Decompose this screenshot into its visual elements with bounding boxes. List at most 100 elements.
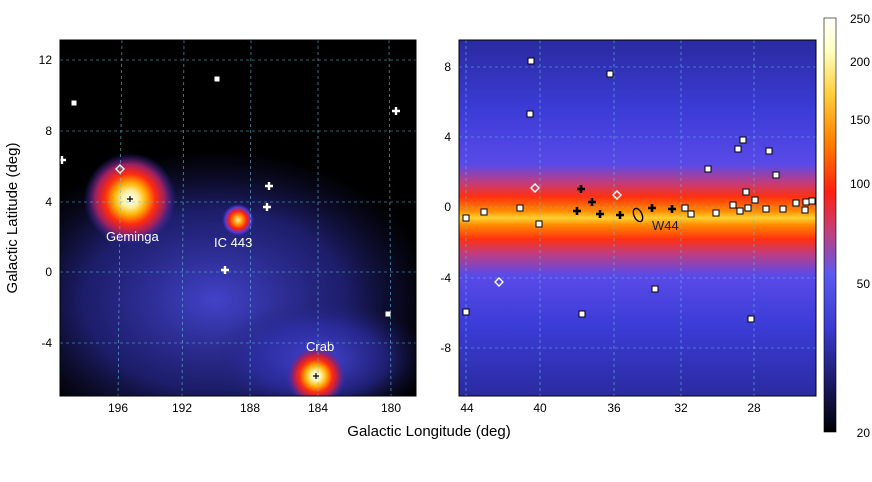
diffuse-emission xyxy=(60,150,416,396)
x-tick-label: 36 xyxy=(607,401,621,415)
colorbar-tick-label: 50 xyxy=(857,277,871,291)
w44-ellipse xyxy=(632,207,644,223)
source-square-marker xyxy=(516,204,524,212)
x-tick-label: 32 xyxy=(674,401,688,415)
colorbar-ticks: 250 200 150 100 50 20 xyxy=(850,12,870,440)
right-panel xyxy=(459,40,816,396)
y-tick-label: -4 xyxy=(440,271,451,285)
source-square-marker xyxy=(808,197,816,205)
source-square-marker xyxy=(527,57,535,65)
y-axis-label: Galactic Latitude (deg) xyxy=(4,143,21,294)
right-cross-markers xyxy=(573,185,676,219)
source-square-marker xyxy=(606,70,614,78)
source-square-marker xyxy=(681,204,689,212)
colorbar-tick-label: 200 xyxy=(850,55,870,69)
source-cross-marker xyxy=(588,198,596,206)
geminga-position-cross xyxy=(127,196,133,202)
left-x-ticks: 196 192 188 184 180 xyxy=(108,401,401,415)
source-square-marker xyxy=(687,210,695,218)
colorbar-gradient xyxy=(823,17,837,433)
source-cross-marker xyxy=(263,203,271,211)
source-square-marker xyxy=(747,315,755,323)
left-grid xyxy=(60,40,416,396)
ic443-glow xyxy=(222,204,254,236)
source-square-marker xyxy=(742,188,750,196)
y-tick-label: 0 xyxy=(444,200,451,214)
source-square-marker xyxy=(751,196,759,204)
right-panel-background xyxy=(459,40,816,396)
right-x-ticks: 44 40 36 32 28 xyxy=(460,401,761,415)
x-axis-label: Galactic Longitude (deg) xyxy=(347,423,510,440)
source-square-marker xyxy=(739,136,747,144)
x-tick-label: 188 xyxy=(240,401,260,415)
x-tick-label: 28 xyxy=(747,401,761,415)
source-square-marker xyxy=(712,209,720,217)
source-square-marker xyxy=(651,285,659,293)
left-panel xyxy=(60,40,416,396)
x-tick-label: 192 xyxy=(172,401,192,415)
y-tick-label: 8 xyxy=(444,60,451,74)
source-square-marker xyxy=(736,207,744,215)
crab-position-cross xyxy=(313,373,319,379)
source-square-marker xyxy=(729,201,737,209)
source-cross-marker xyxy=(60,156,66,164)
y-tick-label: 0 xyxy=(45,265,52,279)
colorbar-tick-label: 150 xyxy=(850,113,870,127)
source-cross-marker xyxy=(221,266,229,274)
colorbar: 250 200 150 100 50 20 xyxy=(823,12,870,440)
source-label-crab: Crab xyxy=(306,339,334,354)
source-square-marker xyxy=(792,199,800,207)
source-diamond-marker xyxy=(530,183,540,193)
source-label-w44: W44 xyxy=(652,218,679,233)
y-tick-label: 4 xyxy=(444,130,451,144)
right-y-ticks: 8 4 0 -4 -8 xyxy=(440,60,451,355)
source-square-marker xyxy=(480,208,488,216)
colorbar-tick-label: 100 xyxy=(850,177,870,191)
source-square-marker xyxy=(801,206,809,214)
source-cross-marker xyxy=(668,205,676,213)
source-square-marker xyxy=(462,214,470,222)
x-tick-label: 180 xyxy=(381,401,401,415)
y-tick-label: -4 xyxy=(41,336,52,350)
right-square-markers xyxy=(462,57,816,323)
x-tick-label: 40 xyxy=(533,401,547,415)
source-square-marker xyxy=(385,311,391,317)
source-diamond-marker xyxy=(494,277,504,287)
colorbar-tick-label: 20 xyxy=(857,426,871,440)
source-cross-marker xyxy=(265,182,273,190)
source-square-marker xyxy=(744,204,752,212)
colorbar-tick-label: 250 xyxy=(850,12,870,26)
source-cross-marker xyxy=(392,107,400,115)
source-square-marker xyxy=(762,205,770,213)
source-square-marker xyxy=(214,76,220,82)
right-grid xyxy=(459,40,816,396)
y-tick-label: 8 xyxy=(45,124,52,138)
source-cross-marker xyxy=(616,211,624,219)
x-tick-label: 184 xyxy=(308,401,328,415)
right-panel-frame xyxy=(458,39,817,397)
source-square-marker xyxy=(526,110,534,118)
source-square-marker xyxy=(462,308,470,316)
y-tick-label: 12 xyxy=(39,53,53,67)
source-cross-marker xyxy=(648,204,656,212)
source-label-geminga: Geminga xyxy=(106,229,160,244)
source-square-marker xyxy=(535,220,543,228)
right-diamond-markers xyxy=(494,183,622,287)
y-tick-label: 4 xyxy=(45,195,52,209)
source-diamond-marker xyxy=(115,164,125,174)
source-square-marker xyxy=(734,145,742,153)
source-label-ic443: IC 443 xyxy=(214,235,252,250)
source-square-marker xyxy=(765,147,773,155)
source-square-marker xyxy=(578,310,586,318)
source-square-marker xyxy=(802,198,810,206)
source-square-marker xyxy=(71,100,77,106)
left-markers xyxy=(60,76,400,379)
source-cross-marker xyxy=(577,185,585,193)
source-cross-marker xyxy=(573,207,581,215)
source-square-marker xyxy=(772,171,780,179)
source-square-marker xyxy=(704,165,712,173)
left-y-ticks: 12 8 4 0 -4 xyxy=(39,53,53,350)
x-tick-label: 44 xyxy=(460,401,474,415)
source-cross-marker xyxy=(596,210,604,218)
